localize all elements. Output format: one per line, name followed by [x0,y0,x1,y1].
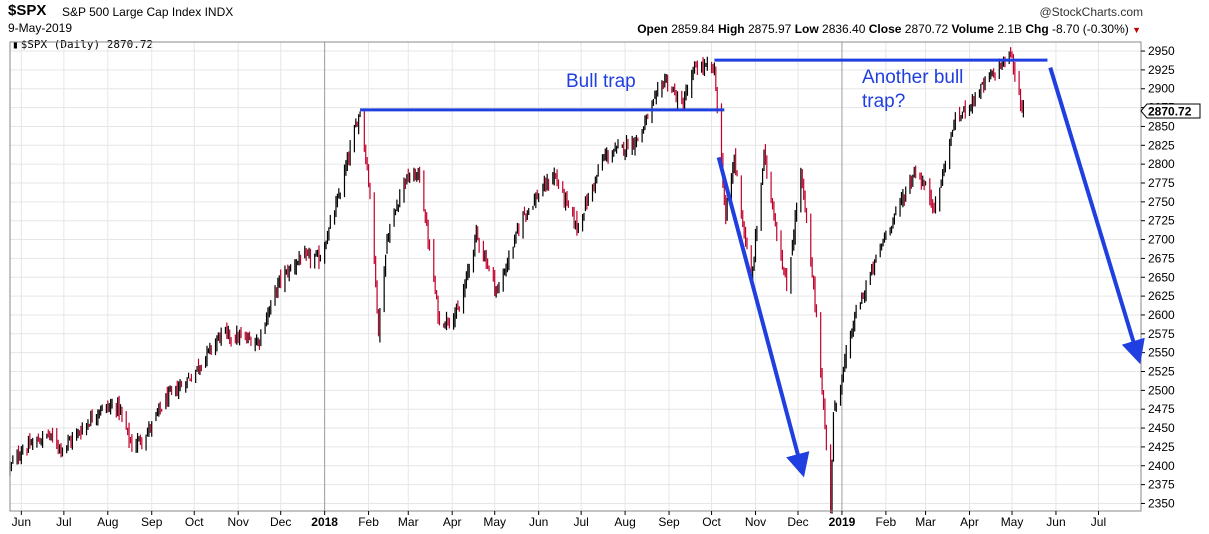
symbol-title: $SPX [8,2,47,19]
y-tick-label: 2800 [1148,157,1175,171]
price-tag-text: 2870.72 [1148,105,1192,119]
x-tick-label: Sep [658,515,680,529]
down-triangle-icon: ▼ [1132,25,1141,35]
y-tick-label: 2600 [1148,308,1175,322]
projected-decline-arrow [1048,67,1145,365]
annotation-lines [360,58,1145,478]
x-axis: Jun Jul Aug Sep Oct Nov Dec 2018 Feb Mar Apr May Jun… [12,511,1106,529]
y-tick-label: 2925 [1148,63,1175,77]
high-value: 2875.97 [747,22,792,36]
plot-frame [9,41,1142,512]
y-tick-label: 2350 [1148,496,1175,510]
y-tick-label: 2825 [1148,138,1175,152]
chart-legend-icon: ▮ [12,38,19,51]
x-tick-label: Apr [960,515,979,529]
x-tick-label: Jul [1091,515,1106,529]
y-axis: 2350 2375 2400 2425 2450 2475 2500 2525 2550 2575… [1141,44,1175,510]
y-tick-label: 2575 [1148,327,1175,341]
x-tick-label: Feb [358,515,379,529]
x-tick-label: Nov [745,515,766,529]
y-tick-label: 2450 [1148,421,1175,435]
chg-value: -8.70 (-0.30%) [1052,22,1129,36]
annotation-bull-trap: Bull trap [566,71,636,92]
x-tick-label: Aug [614,515,635,529]
volume-value: 2.1B [997,22,1023,36]
price-tag-shape [1140,103,1201,119]
y-tick-label: 2850 [1148,119,1175,133]
y-tick-label: 2400 [1148,459,1175,473]
close-value: 2870.72 [904,22,949,36]
y-tick-label: 2475 [1148,402,1175,416]
index-name: S&P 500 Large Cap Index INDX [62,5,233,19]
quote-summary: Open 2859.84 High 2875.97 Low 2836.40 Cl… [637,22,1141,36]
x-tick-label: Nov [228,515,249,529]
close-label: Close [868,22,902,36]
x-tick-label: Oct [702,515,721,529]
chg-label: Chg [1025,22,1049,36]
high-label: High [717,22,745,36]
price-tag: 2870.72 [1140,103,1201,119]
x-tick-label: Dec [787,515,808,529]
plot-border [9,41,1142,512]
x-tick-label: Apr [443,515,462,529]
y-tick-label: 2525 [1148,365,1175,379]
x-tick-label: Aug [97,515,118,529]
x-tick-label: Mar [915,515,936,529]
x-tick-label: Feb [876,515,897,529]
index-name-text: S&P 500 Large Cap Index [62,5,202,19]
y-tick-label: 2950 [1148,44,1175,58]
exchange-label: INDX [204,5,234,19]
y-tick-label: 2725 [1148,214,1175,228]
low-value: 2836.40 [822,22,866,36]
chart-legend: ▮ $SPX (Daily) 2870.72 [12,38,153,51]
chart-grid [10,42,1141,511]
brand-label: @StockCharts.com [1039,5,1143,19]
chart-legend-text: $SPX (Daily) 2870.72 [20,38,154,51]
x-tick-label: Dec [270,515,291,529]
x-tick-label: Oct [185,515,204,529]
y-tick-label: 2650 [1148,270,1175,284]
y-tick-label: 2675 [1148,251,1175,265]
x-tick-label: Jun [12,515,31,529]
x-tick-label: Jul [56,515,71,529]
quote-date: 9-May-2019 [8,21,73,35]
y-tick-label: 2625 [1148,289,1175,303]
y-tick-label: 2700 [1148,233,1175,247]
annotation-another-bull-trap: Another bull trap? [862,67,964,112]
y-tick-label: 2500 [1148,383,1175,397]
y-tick-label: 2750 [1148,195,1175,209]
x-tick-label: Jun [529,515,548,529]
y-tick-label: 2775 [1148,176,1175,190]
price-bars [9,47,1024,514]
y-tick-label: 2900 [1148,82,1175,96]
open-label: Open [637,22,668,36]
y-tick-label: 2425 [1148,440,1175,454]
low-label: Low [794,22,819,36]
x-tick-label: Mar [398,515,419,529]
y-tick-label: 2375 [1148,478,1175,492]
open-value: 2859.84 [671,22,715,36]
y-tick-label: 2550 [1148,346,1175,360]
x-tick-label: Sep [141,515,163,529]
x-tick-label: 2019 [829,515,856,529]
volume-label: Volume [951,22,994,36]
x-tick-label: Jul [573,515,588,529]
x-tick-label: May [1001,515,1024,529]
x-tick-label: 2018 [311,515,338,529]
x-tick-label: May [483,515,506,529]
decline-arrow [716,156,810,478]
x-tick-label: Jun [1046,515,1065,529]
